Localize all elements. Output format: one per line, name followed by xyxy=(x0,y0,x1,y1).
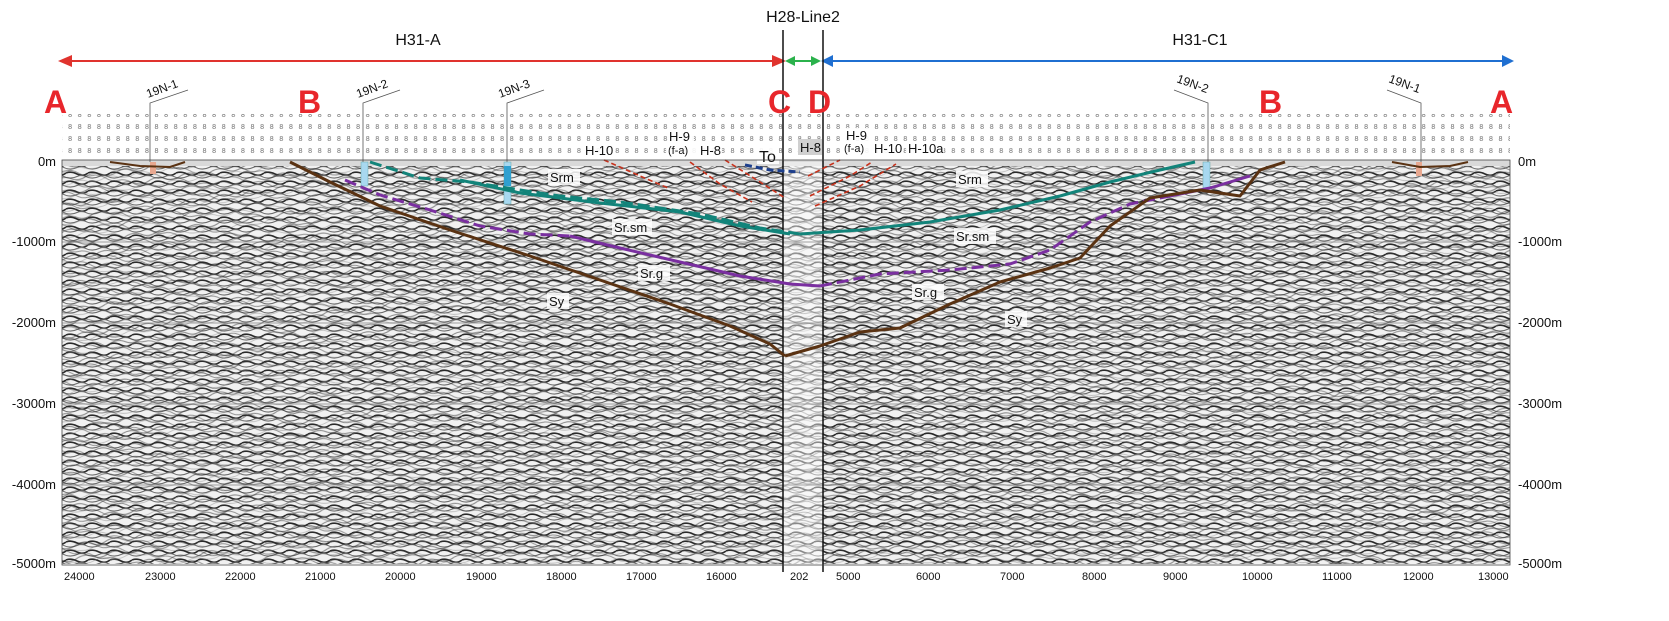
horizon-teal-left xyxy=(369,160,801,236)
section-frame xyxy=(61,159,1511,566)
svg-text:19N-2: 19N-2 xyxy=(354,76,390,100)
right-segment-title: H31-C1 xyxy=(1172,32,1227,49)
svg-text:13000: 13000 xyxy=(1478,571,1509,583)
svg-text:0m: 0m xyxy=(1518,154,1536,169)
point-letter-d: D xyxy=(808,84,831,120)
svg-text:-3000m: -3000m xyxy=(12,396,56,411)
svg-text:19N-1: 19N-1 xyxy=(144,76,180,100)
svg-text:-4000m: -4000m xyxy=(12,477,56,492)
horizon-purple-left-solid xyxy=(569,234,821,288)
fault-labels: H-10 H-9 (f-a) H-8 To H-8 H-9 (f-a) H-10… xyxy=(584,128,944,166)
svg-text:-3000m: -3000m xyxy=(1518,396,1562,411)
fault-label-h8-left: H-8 xyxy=(700,143,721,158)
svg-text:-2000m: -2000m xyxy=(1518,315,1562,330)
unit-srg-left: Sr.g xyxy=(640,266,663,281)
fault-label-fa-right: (f-a) xyxy=(844,143,864,155)
segment-arrows xyxy=(58,55,1514,67)
svg-text:5000: 5000 xyxy=(836,571,860,583)
fault-right-2 xyxy=(809,161,873,197)
fault-label-h8-center: H-8 xyxy=(800,140,821,155)
fault-right-1 xyxy=(807,159,841,177)
point-letter-a-right: A xyxy=(1490,84,1513,120)
horizon-brown-right xyxy=(784,160,1286,358)
point-letter-a-left: A xyxy=(44,84,67,120)
fault-label-h10a: H-10a xyxy=(908,141,944,156)
fault-label-h9-right: H-9 xyxy=(846,128,867,143)
depth-gridlines xyxy=(62,241,1510,486)
unit-srm-left: Srm xyxy=(550,170,574,185)
to-line xyxy=(744,163,801,174)
fault-h10-left xyxy=(603,159,669,189)
svg-text:7000: 7000 xyxy=(1000,571,1024,583)
svg-text:11000: 11000 xyxy=(1322,571,1352,583)
center-line-title: H28-Line2 xyxy=(766,9,840,26)
svg-text:9000: 9000 xyxy=(1163,571,1187,583)
fault-label-fa-left: (f-a) xyxy=(668,145,688,157)
horizon-brown-left xyxy=(289,160,786,358)
unit-sy-left: Sy xyxy=(549,294,565,309)
svg-text:8000: 8000 xyxy=(1082,571,1106,583)
horizon-teal-right xyxy=(799,160,1196,236)
horizon-brown-end-right xyxy=(1391,161,1469,168)
svg-text:17000: 17000 xyxy=(626,571,657,583)
unit-sy-right: Sy xyxy=(1007,312,1023,327)
point-letter-b-right: B xyxy=(1259,84,1282,120)
unit-srg-right: Sr.g xyxy=(914,285,937,300)
svg-text:19000: 19000 xyxy=(466,571,497,583)
to-label: To xyxy=(759,149,776,166)
station-label-strip xyxy=(62,114,1510,158)
svg-text:10000: 10000 xyxy=(1242,571,1273,583)
fault-label-h10-left: H-10 xyxy=(585,143,613,158)
unit-labels: Srm Sr.sm Sr.g Sy Srm Sr.sm Sr.g Sy xyxy=(547,169,1027,327)
svg-text:0m: 0m xyxy=(38,154,56,169)
fault-h8-left xyxy=(724,159,786,199)
svg-text:23000: 23000 xyxy=(145,571,176,583)
svg-text:19N-3: 19N-3 xyxy=(496,76,532,100)
unit-srm-right: Srm xyxy=(958,172,982,187)
faults xyxy=(603,159,897,207)
unit-srsm-right: Sr.sm xyxy=(956,229,989,244)
horizon-teal-left-solid xyxy=(459,178,791,236)
svg-text:22000: 22000 xyxy=(225,571,256,583)
point-letter-b-left: B xyxy=(298,84,321,120)
horizon-purple-right xyxy=(819,194,1171,288)
svg-text:24000: 24000 xyxy=(64,571,95,583)
svg-text:-4000m: -4000m xyxy=(1518,477,1562,492)
svg-text:202: 202 xyxy=(790,571,808,583)
svg-text:16000: 16000 xyxy=(706,571,737,583)
depth-axis-left: 0m -1000m -2000m -3000m -4000m -5000m xyxy=(12,154,56,571)
seismic-image xyxy=(62,160,1510,564)
svg-text:6000: 6000 xyxy=(916,571,940,583)
unit-srsm-left: Sr.sm xyxy=(614,220,647,235)
svg-text:-1000m: -1000m xyxy=(1518,234,1562,249)
fault-label-h10-right: H-10 xyxy=(874,141,902,156)
fault-label-h9-left: H-9 xyxy=(669,129,690,144)
left-segment-title: H31-A xyxy=(395,32,441,49)
svg-text:-5000m: -5000m xyxy=(1518,556,1562,571)
svg-text:-5000m: -5000m xyxy=(12,556,56,571)
svg-text:-1000m: -1000m xyxy=(12,234,56,249)
horizon-brown-end-left xyxy=(109,161,186,168)
fault-h9-left xyxy=(689,161,753,203)
svg-text:12000: 12000 xyxy=(1403,571,1434,583)
cdp-axis: 24000 23000 22000 21000 20000 19000 1800… xyxy=(64,571,1509,583)
horizons xyxy=(109,160,1469,358)
svg-text:21000: 21000 xyxy=(305,571,336,583)
svg-text:18000: 18000 xyxy=(546,571,577,583)
depth-axis-right: 0m -1000m -2000m -3000m -4000m -5000m xyxy=(1518,154,1562,571)
point-letter-c: C xyxy=(768,84,791,120)
svg-text:-2000m: -2000m xyxy=(12,315,56,330)
fault-right-3 xyxy=(814,163,897,207)
svg-text:20000: 20000 xyxy=(385,571,416,583)
